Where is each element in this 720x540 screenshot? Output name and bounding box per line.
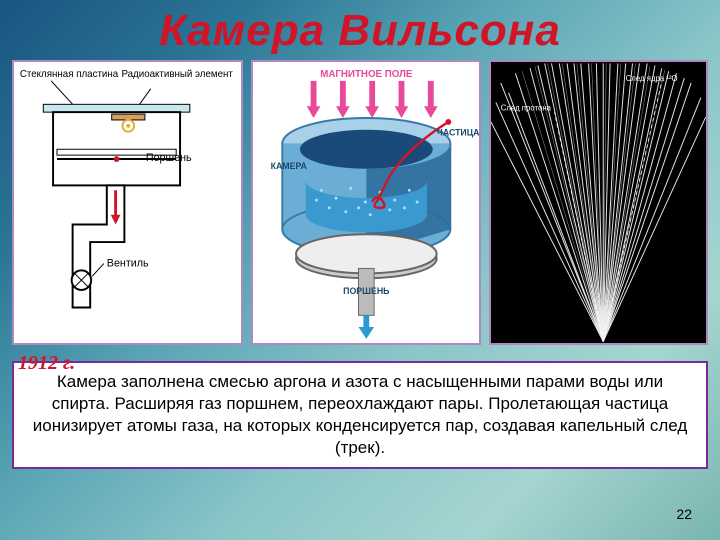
label-glass: Стеклянная пластина xyxy=(20,69,119,80)
schematic-svg: Стеклянная пластина Радиоактивный элемен… xyxy=(14,62,241,343)
label-particle: ЧАСТИЦА xyxy=(436,128,479,138)
page-number: 22 xyxy=(676,506,692,522)
label-field: МАГНИТНОЕ ПОЛЕ xyxy=(320,69,413,80)
figures-row: Стеклянная пластина Радиоактивный элемен… xyxy=(0,60,720,345)
label-nucleus: След ядра ¹²O xyxy=(626,74,678,83)
description-box: Камера заполнена смесью аргона и азота с… xyxy=(12,361,708,469)
page-title: Камера Вильсона xyxy=(0,0,720,56)
label-piston2: ПОРШЕНЬ xyxy=(343,286,389,296)
figure-3d-chamber: МАГНИТНОЕ ПОЛЕ xyxy=(251,60,482,345)
year-label: 1912 г. xyxy=(18,352,75,375)
field-arrows xyxy=(306,81,437,118)
chamber-svg: МАГНИТНОЕ ПОЛЕ xyxy=(253,62,480,343)
tracks-svg: След ядра ¹²O След протона xyxy=(491,62,706,343)
label-piston: Поршень xyxy=(146,152,192,164)
label-proton: След протона xyxy=(501,103,552,112)
label-chamber: КАМЕРА xyxy=(270,161,307,171)
label-valve: Вентиль xyxy=(107,257,149,269)
figure-schematic: Стеклянная пластина Радиоактивный элемен… xyxy=(12,60,243,345)
label-radio: Радиоактивный элемент xyxy=(121,69,233,80)
figure-tracks: След ядра ¹²O След протона xyxy=(489,60,708,345)
